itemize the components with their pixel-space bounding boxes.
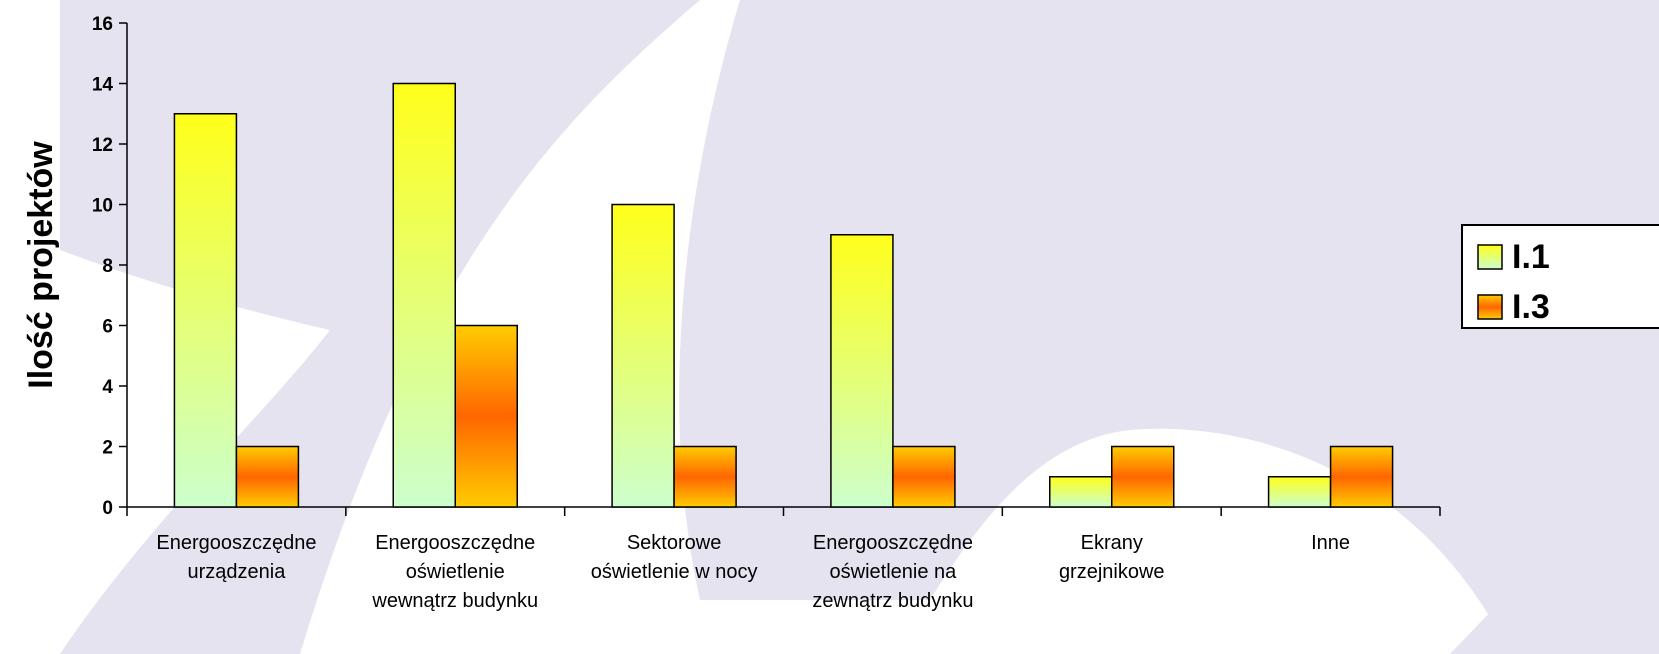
bar-I.3-3 xyxy=(673,445,737,508)
x-tick-label: grzejnikowe xyxy=(1059,561,1165,583)
legend-label: I.3 xyxy=(1512,288,1550,326)
x-tick-label: oświetlenie xyxy=(406,561,505,583)
bar-I.1-5 xyxy=(1049,476,1113,508)
y-tick-label: 10 xyxy=(92,196,113,217)
x-tick-label: urządzenia xyxy=(187,561,286,583)
y-tick-label: 4 xyxy=(102,377,113,398)
bar-I.1-2 xyxy=(392,82,456,508)
legend: I.1I.3 xyxy=(1461,224,1659,329)
x-tick-label: wewnątrz budynku xyxy=(371,590,538,612)
y-tick-label: 2 xyxy=(102,438,113,459)
bar-I.3-1 xyxy=(235,445,300,508)
x-tick-label: oświetlenie na xyxy=(830,561,958,583)
chart-axes: 0 2 4 6 8 10 12 14 16 xyxy=(92,14,1441,519)
x-tick-label: Energooszczędne xyxy=(813,532,973,554)
bar-I.1-6 xyxy=(1267,476,1332,508)
bar-I.1-4 xyxy=(830,234,894,508)
bar-I.1-1 xyxy=(173,113,238,508)
legend-label: I.1 xyxy=(1512,238,1550,276)
x-tick-label: Inne xyxy=(1311,532,1350,554)
chart-bars xyxy=(173,82,1394,508)
bar-I.3-5 xyxy=(1111,445,1175,508)
y-tick-label: 8 xyxy=(102,256,113,277)
y-tick-label: 14 xyxy=(92,75,114,96)
y-tick-label: 6 xyxy=(102,317,113,338)
x-axis-labels: Energooszczędne urządzenia Energooszczędne… xyxy=(156,532,1350,612)
x-tick-label: zewnątrz budynku xyxy=(812,590,973,612)
x-tick-label: oświetlenie w nocy xyxy=(591,561,758,583)
legend-swatch xyxy=(1477,244,1503,270)
bar-I.3-6 xyxy=(1329,445,1394,508)
x-tick-label: Energooszczędne xyxy=(375,532,535,554)
y-tick-label: 16 xyxy=(92,14,113,35)
legend-swatch xyxy=(1477,294,1503,320)
y-axis-title: Ilość projektów xyxy=(22,141,60,389)
x-tick-label: Ekrany xyxy=(1081,532,1143,554)
bar-I.3-4 xyxy=(892,445,956,508)
x-tick-label: Energooszczędne xyxy=(156,532,316,554)
x-tick-label: Sektorowe xyxy=(627,532,722,554)
y-tick-label: 12 xyxy=(92,135,113,156)
bar-I.3-2 xyxy=(454,324,518,508)
y-tick-label: 0 xyxy=(102,498,113,519)
bar-I.1-3 xyxy=(611,203,675,508)
